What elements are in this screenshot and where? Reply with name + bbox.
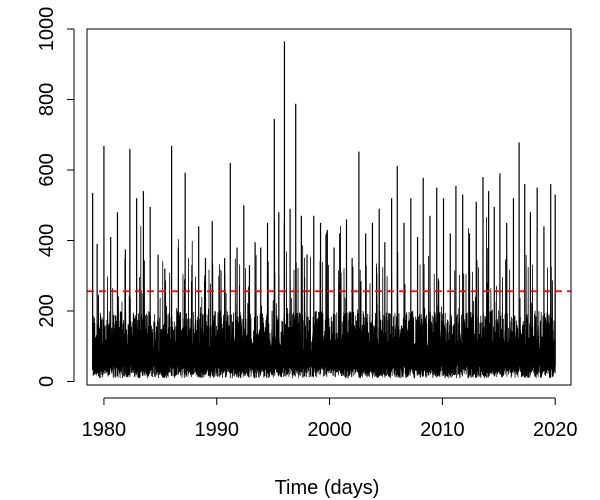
x-tick-label: 1980 (82, 419, 127, 441)
x-tick-label: 2000 (307, 419, 352, 441)
x-tick-label: 2010 (420, 419, 465, 441)
x-tick-label: 1990 (194, 419, 239, 441)
y-tick-label: 600 (36, 153, 58, 186)
y-axis: 0 200 400 600 800 1000 (36, 7, 75, 387)
series-layer (92, 41, 556, 379)
y-tick-label: 1000 (36, 7, 58, 52)
x-axis: 1980 1990 2000 2010 2020 (82, 397, 578, 441)
y-tick-label: 800 (36, 83, 58, 116)
series-line (92, 217, 556, 379)
x-tick-label: 2020 (533, 419, 578, 441)
x-axis-title: Time (days) (275, 477, 380, 499)
plot-frame (86, 28, 572, 386)
y-tick-label: 0 (36, 376, 58, 387)
y-tick-label: 200 (36, 294, 58, 327)
y-tick-label: 400 (36, 224, 58, 257)
